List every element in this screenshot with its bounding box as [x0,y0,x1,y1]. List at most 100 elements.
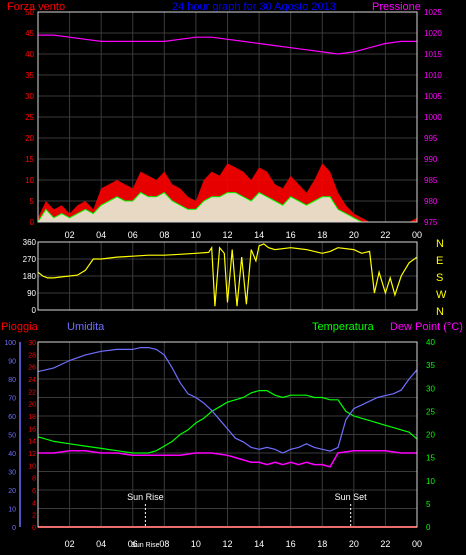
time-tick-label: 08 [159,230,169,240]
time-tick-label: 14 [254,230,264,240]
climate-time-label: 08 [159,539,169,549]
climate-time-label: 18 [317,539,327,549]
wind-tick-label: 30 [25,92,34,101]
temperature-tick-label: 40 [426,338,435,347]
pressure-tick-label: 990 [424,155,438,164]
wind-speed-area [38,192,417,222]
direction-degree-ticks: 0 90 180 270 360 [23,238,37,315]
sun-event-label: Sun Rise [127,492,164,502]
temperature-axis-ticks: 0 5 10 15 20 25 30 35 40 [426,338,435,532]
time-tick-label: 02 [65,230,75,240]
direction-compass-label: S [436,272,443,284]
humidity-tick-label: 90 [8,359,16,366]
time-tick-label: 04 [96,230,106,240]
temperature-tick-label: 10 [426,477,435,486]
humidity-tick-label: 0 [12,525,16,532]
rain-tick-label: 18 [28,414,36,421]
rain-tick-label: 30 [28,340,36,347]
rain-tick-label: 16 [28,426,36,433]
wind-tick-label: 20 [25,134,34,143]
wind-tick-label: 5 [30,197,35,206]
direction-degree-label: 180 [23,272,37,281]
pressure-tick-label: 995 [424,134,438,143]
wind-tick-label: 50 [25,8,34,17]
humidity-tick-label: 80 [8,377,16,384]
humidity-tick-label: 70 [8,396,16,403]
wind-pressure-marks [37,34,417,223]
time-tick-label: 22 [380,230,390,240]
rain-tick-label: 28 [28,352,36,359]
humidity-tick-label: 100 [4,340,16,347]
climate-time-label: 20 [349,539,359,549]
humidity-tick-label: 30 [8,470,16,477]
wind-time-axis: 02 04 06 08 10 12 14 16 18 20 22 00 [65,230,422,240]
climate-time-label: 22 [380,539,390,549]
rain-tick-label: 8 [32,476,36,483]
wind-tick-label: 10 [25,176,34,185]
temperature-tick-label: 35 [426,361,435,370]
climate-time-label: 16 [286,539,296,549]
climate-time-label: 10 [191,539,201,549]
temperature-tick-label: 15 [426,454,435,463]
humidity-tick-label: 10 [8,507,16,514]
dewpoint-axis-title: Dew Point (°C) [390,321,463,333]
humidity-axis-title: Umidita [67,321,105,333]
rain-tick-label: 0 [32,525,36,532]
wind-tick-label: 45 [25,29,34,38]
pressure-tick-label: 1025 [424,8,442,17]
climate-panel: Pioggia Umidita Temperatura Dew Point (°… [1,321,463,549]
direction-marks [37,243,418,307]
climate-frame [37,341,418,528]
time-tick-label: 06 [128,230,138,240]
direction-degree-label: 270 [23,255,37,264]
pressure-tick-label: 1010 [424,71,442,80]
pressure-tick-label: 975 [424,218,438,227]
climate-time-label: 04 [96,539,106,549]
direction-frame [37,241,418,311]
pressure-axis-title: Pressione [372,1,421,13]
temperature-tick-label: 5 [426,500,431,509]
rain-tick-label: 24 [28,377,36,384]
climate-time-label: 02 [65,539,75,549]
rain-tick-label: 4 [32,500,36,507]
climate-time-label: 00 [412,539,422,549]
wind-tick-label: 25 [25,113,34,122]
direction-degree-label: 90 [27,289,36,298]
dewpoint-line [38,449,417,468]
wind-tick-label: 0 [30,218,35,227]
rain-tick-label: 12 [28,451,36,458]
rain-tick-label: 2 [32,513,36,520]
direction-degree-label: 0 [32,306,37,315]
temperature-tick-label: 0 [426,523,431,532]
pressure-tick-label: 1015 [424,50,442,59]
direction-compass-label: N [436,238,444,250]
wind-pressure-panel: Forza vento 24 hour graph for 30 Agosto … [7,1,442,240]
direction-compass-label: N [436,306,444,318]
rain-tick-label: 20 [28,402,36,409]
temperature-axis-title: Temperatura [312,321,375,333]
direction-compass-label: E [436,255,443,267]
wind-axis-title: Forza vento [7,1,65,13]
direction-line [37,243,418,307]
rain-axis-title: Pioggia [1,321,39,333]
climate-time-label: 12 [222,539,232,549]
climate-time-label: 06 [128,539,138,549]
direction-compass-label: W [436,289,447,301]
rain-tick-label: 6 [32,488,36,495]
pressure-tick-label: 1000 [424,113,442,122]
time-tick-label: 16 [286,230,296,240]
wind-axis-ticks: 0 5 10 15 20 25 30 35 40 45 50 [25,8,34,227]
humidity-axis-ticks: 0 10 20 30 40 50 60 70 80 90 100 [4,340,16,532]
wind-tick-label: 35 [25,71,34,80]
rain-tick-label: 26 [28,365,36,372]
rain-tick-label: 14 [28,439,36,446]
climate-time-label: Sun Rise [131,542,160,549]
wind-tick-label: 40 [25,50,34,59]
pressure-tick-label: 985 [424,176,438,185]
pressure-tick-label: 980 [424,197,438,206]
temperature-tick-label: 30 [426,384,435,393]
